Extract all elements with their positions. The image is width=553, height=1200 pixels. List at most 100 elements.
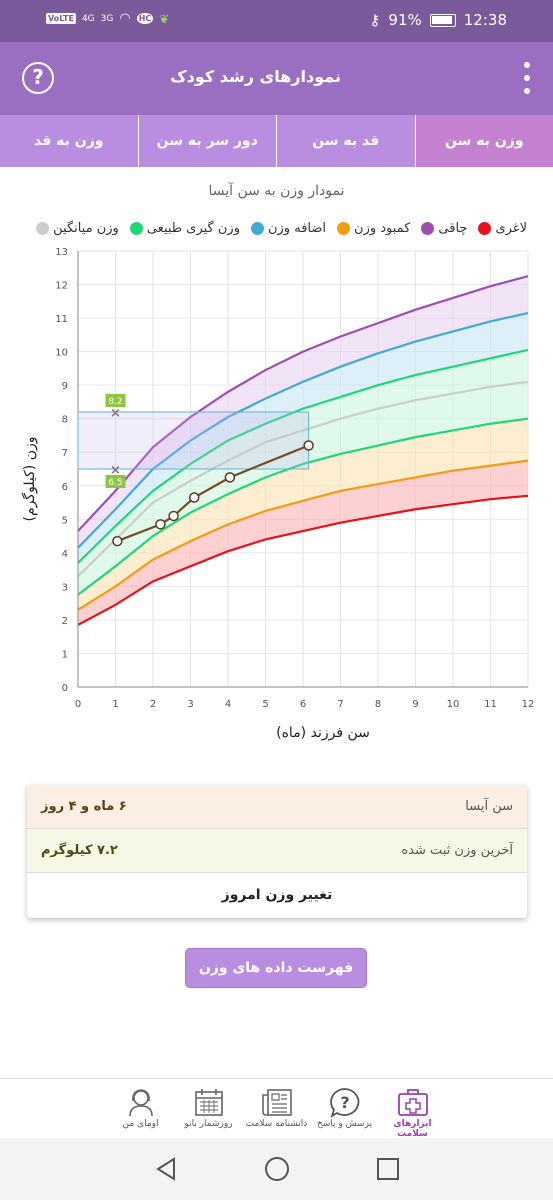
nav-calendar[interactable]: روزشمار بانو bbox=[175, 1079, 243, 1138]
x-tick-label: 12 bbox=[522, 699, 535, 710]
x-tick-label: 0 bbox=[75, 699, 81, 710]
nav-label: پرسش و پاسخ bbox=[316, 1119, 373, 1129]
x-tick-label: 9 bbox=[412, 699, 418, 710]
x-tick-label: 6 bbox=[300, 699, 306, 710]
leaf-icon: ❦ bbox=[159, 11, 170, 26]
help-button[interactable]: ? bbox=[22, 62, 54, 94]
clock: 12:38 bbox=[463, 11, 507, 29]
nav-label: ابزارهای سلامت bbox=[393, 1119, 432, 1139]
status-left: VoLTE 4G 3G ◠ HC ❦ bbox=[46, 11, 169, 26]
info-card: سن آیسا ۶ ماه و ۴ روز آخرین وزن ثبت شده … bbox=[27, 785, 527, 918]
range-marker-label: 8.2 bbox=[108, 397, 122, 407]
y-tick-label: 7 bbox=[62, 448, 68, 459]
legend-label: چاقی bbox=[438, 221, 468, 236]
ideal-range-box bbox=[77, 411, 310, 470]
page-title: نمودارهای رشد کودک bbox=[170, 67, 341, 86]
legend-label: لاغری bbox=[495, 221, 527, 236]
calendar-icon bbox=[175, 1085, 243, 1119]
weight-row: آخرین وزن ثبت شده ۷.۲ کیلوگرم bbox=[27, 829, 527, 873]
battery-percent: 91% bbox=[388, 11, 422, 29]
chart-tabs: وزن به سن قد به سن دور سر به سن وزن به ق… bbox=[0, 115, 553, 167]
change-weight-button[interactable]: تغییر وزن امروز bbox=[221, 887, 333, 903]
nav-questions[interactable]: ? پرسش و پاسخ bbox=[311, 1079, 379, 1138]
status-bar: VoLTE 4G 3G ◠ HC ❦ ⚷ 91% 12:38 bbox=[0, 0, 553, 42]
menu-dot-icon bbox=[524, 88, 530, 94]
back-icon[interactable] bbox=[152, 1155, 180, 1183]
tab-height-for-age[interactable]: قد به سن bbox=[276, 115, 415, 167]
status-right: ⚷ 91% 12:38 bbox=[369, 11, 507, 29]
range-marker-label: 6.5 bbox=[108, 478, 122, 488]
chart-band bbox=[78, 460, 528, 625]
y-tick-label: 10 bbox=[55, 348, 68, 359]
legend-dot bbox=[421, 222, 435, 235]
legend-label: اضافه وزن bbox=[267, 221, 327, 236]
overflow-menu-button[interactable] bbox=[523, 62, 531, 94]
chart-series-line bbox=[77, 348, 529, 564]
x-tick-label: 10 bbox=[447, 699, 460, 710]
y-tick-label: 13 bbox=[55, 247, 68, 258]
nav-health-tools[interactable]: ابزارهای سلامت bbox=[379, 1079, 447, 1139]
battery-icon bbox=[429, 13, 456, 27]
wifi-icon: ◠ bbox=[119, 11, 131, 26]
chart-series-line bbox=[77, 417, 529, 596]
profile-icon bbox=[107, 1085, 175, 1119]
y-tick-label: 0 bbox=[62, 683, 68, 694]
y-tick-label: 6 bbox=[62, 482, 68, 493]
recents-icon[interactable] bbox=[374, 1155, 402, 1183]
range-marker-badge bbox=[105, 393, 126, 407]
question-icon: ? bbox=[311, 1085, 379, 1119]
tab-head-circumference[interactable]: دور سر به سن bbox=[137, 115, 277, 167]
x-tick-label: 3 bbox=[187, 699, 193, 710]
chart-series-line bbox=[77, 494, 529, 626]
child-weight-point bbox=[224, 472, 236, 483]
y-tick-label: 12 bbox=[55, 281, 68, 292]
y-tick-label: 11 bbox=[55, 314, 68, 325]
y-tick-label: 2 bbox=[62, 616, 68, 627]
x-tick-label: 11 bbox=[484, 699, 497, 710]
nav-label: روزشمار بانو bbox=[184, 1119, 233, 1129]
chart-legend: لاغری چاقی کمبود وزن اضافه وزن وزن گیری طبیع… bbox=[36, 221, 527, 236]
legend-label: وزن گیری طبیعی bbox=[146, 221, 240, 236]
tab-weight-for-height[interactable]: وزن به قد bbox=[34, 133, 104, 149]
x-tick-label: 7 bbox=[337, 699, 343, 710]
legend-dot bbox=[36, 222, 50, 235]
nav-label: دانشنامه سلامت bbox=[245, 1119, 308, 1129]
x-axis-label: سن فرزند (ماه) bbox=[276, 725, 370, 741]
system-nav-bar bbox=[0, 1138, 553, 1200]
x-tick-label: 2 bbox=[150, 699, 156, 710]
range-marker-icon: × bbox=[110, 463, 121, 478]
y-axis-label: وزن (کیلوگرم) bbox=[21, 437, 38, 522]
y-tick-label: 5 bbox=[62, 515, 68, 526]
nav-encyclopedia[interactable]: دانشنامه سلامت bbox=[243, 1079, 311, 1138]
svg-text:?: ? bbox=[340, 1093, 349, 1112]
nav-my-profile[interactable]: اومای من bbox=[107, 1079, 175, 1138]
legend-item: کمبود وزن bbox=[337, 221, 410, 236]
legend-item: چاقی bbox=[421, 221, 467, 236]
legend-dot bbox=[250, 222, 264, 235]
chart-band bbox=[78, 349, 528, 577]
app-bar: ? نمودارهای رشد کودک bbox=[0, 42, 553, 115]
y-tick-label: 1 bbox=[62, 649, 68, 660]
legend-label: وزن میانگین bbox=[53, 221, 119, 236]
tab-weight-for-age[interactable]: وزن به سن bbox=[414, 115, 553, 167]
chart-band bbox=[78, 418, 528, 610]
health-kit-icon bbox=[379, 1085, 447, 1119]
child-weight-point bbox=[155, 519, 166, 530]
newspaper-icon bbox=[243, 1085, 311, 1119]
bottom-nav: اومای من روزشمار بانو دانشنامه سلامت ? پ… bbox=[0, 1078, 553, 1139]
hc-indicator: HC bbox=[136, 13, 154, 24]
y-tick-label: 9 bbox=[62, 381, 68, 392]
menu-dot-icon bbox=[524, 62, 530, 68]
legend-item: وزن میانگین bbox=[36, 221, 119, 236]
weight-data-list-button[interactable]: فهرست داده های وزن آیسا bbox=[185, 948, 367, 1014]
legend-label: کمبود وزن bbox=[354, 221, 411, 236]
chart-series-line bbox=[77, 275, 529, 532]
range-marker-icon: × bbox=[110, 406, 121, 421]
y-tick-label: 8 bbox=[62, 415, 68, 426]
legend-item: وزن گیری طبیعی bbox=[129, 221, 240, 236]
child-weight-point bbox=[112, 535, 123, 547]
x-tick-label: 8 bbox=[375, 699, 381, 710]
home-icon[interactable] bbox=[263, 1155, 291, 1183]
volte-indicator: VoLTE bbox=[46, 13, 76, 24]
